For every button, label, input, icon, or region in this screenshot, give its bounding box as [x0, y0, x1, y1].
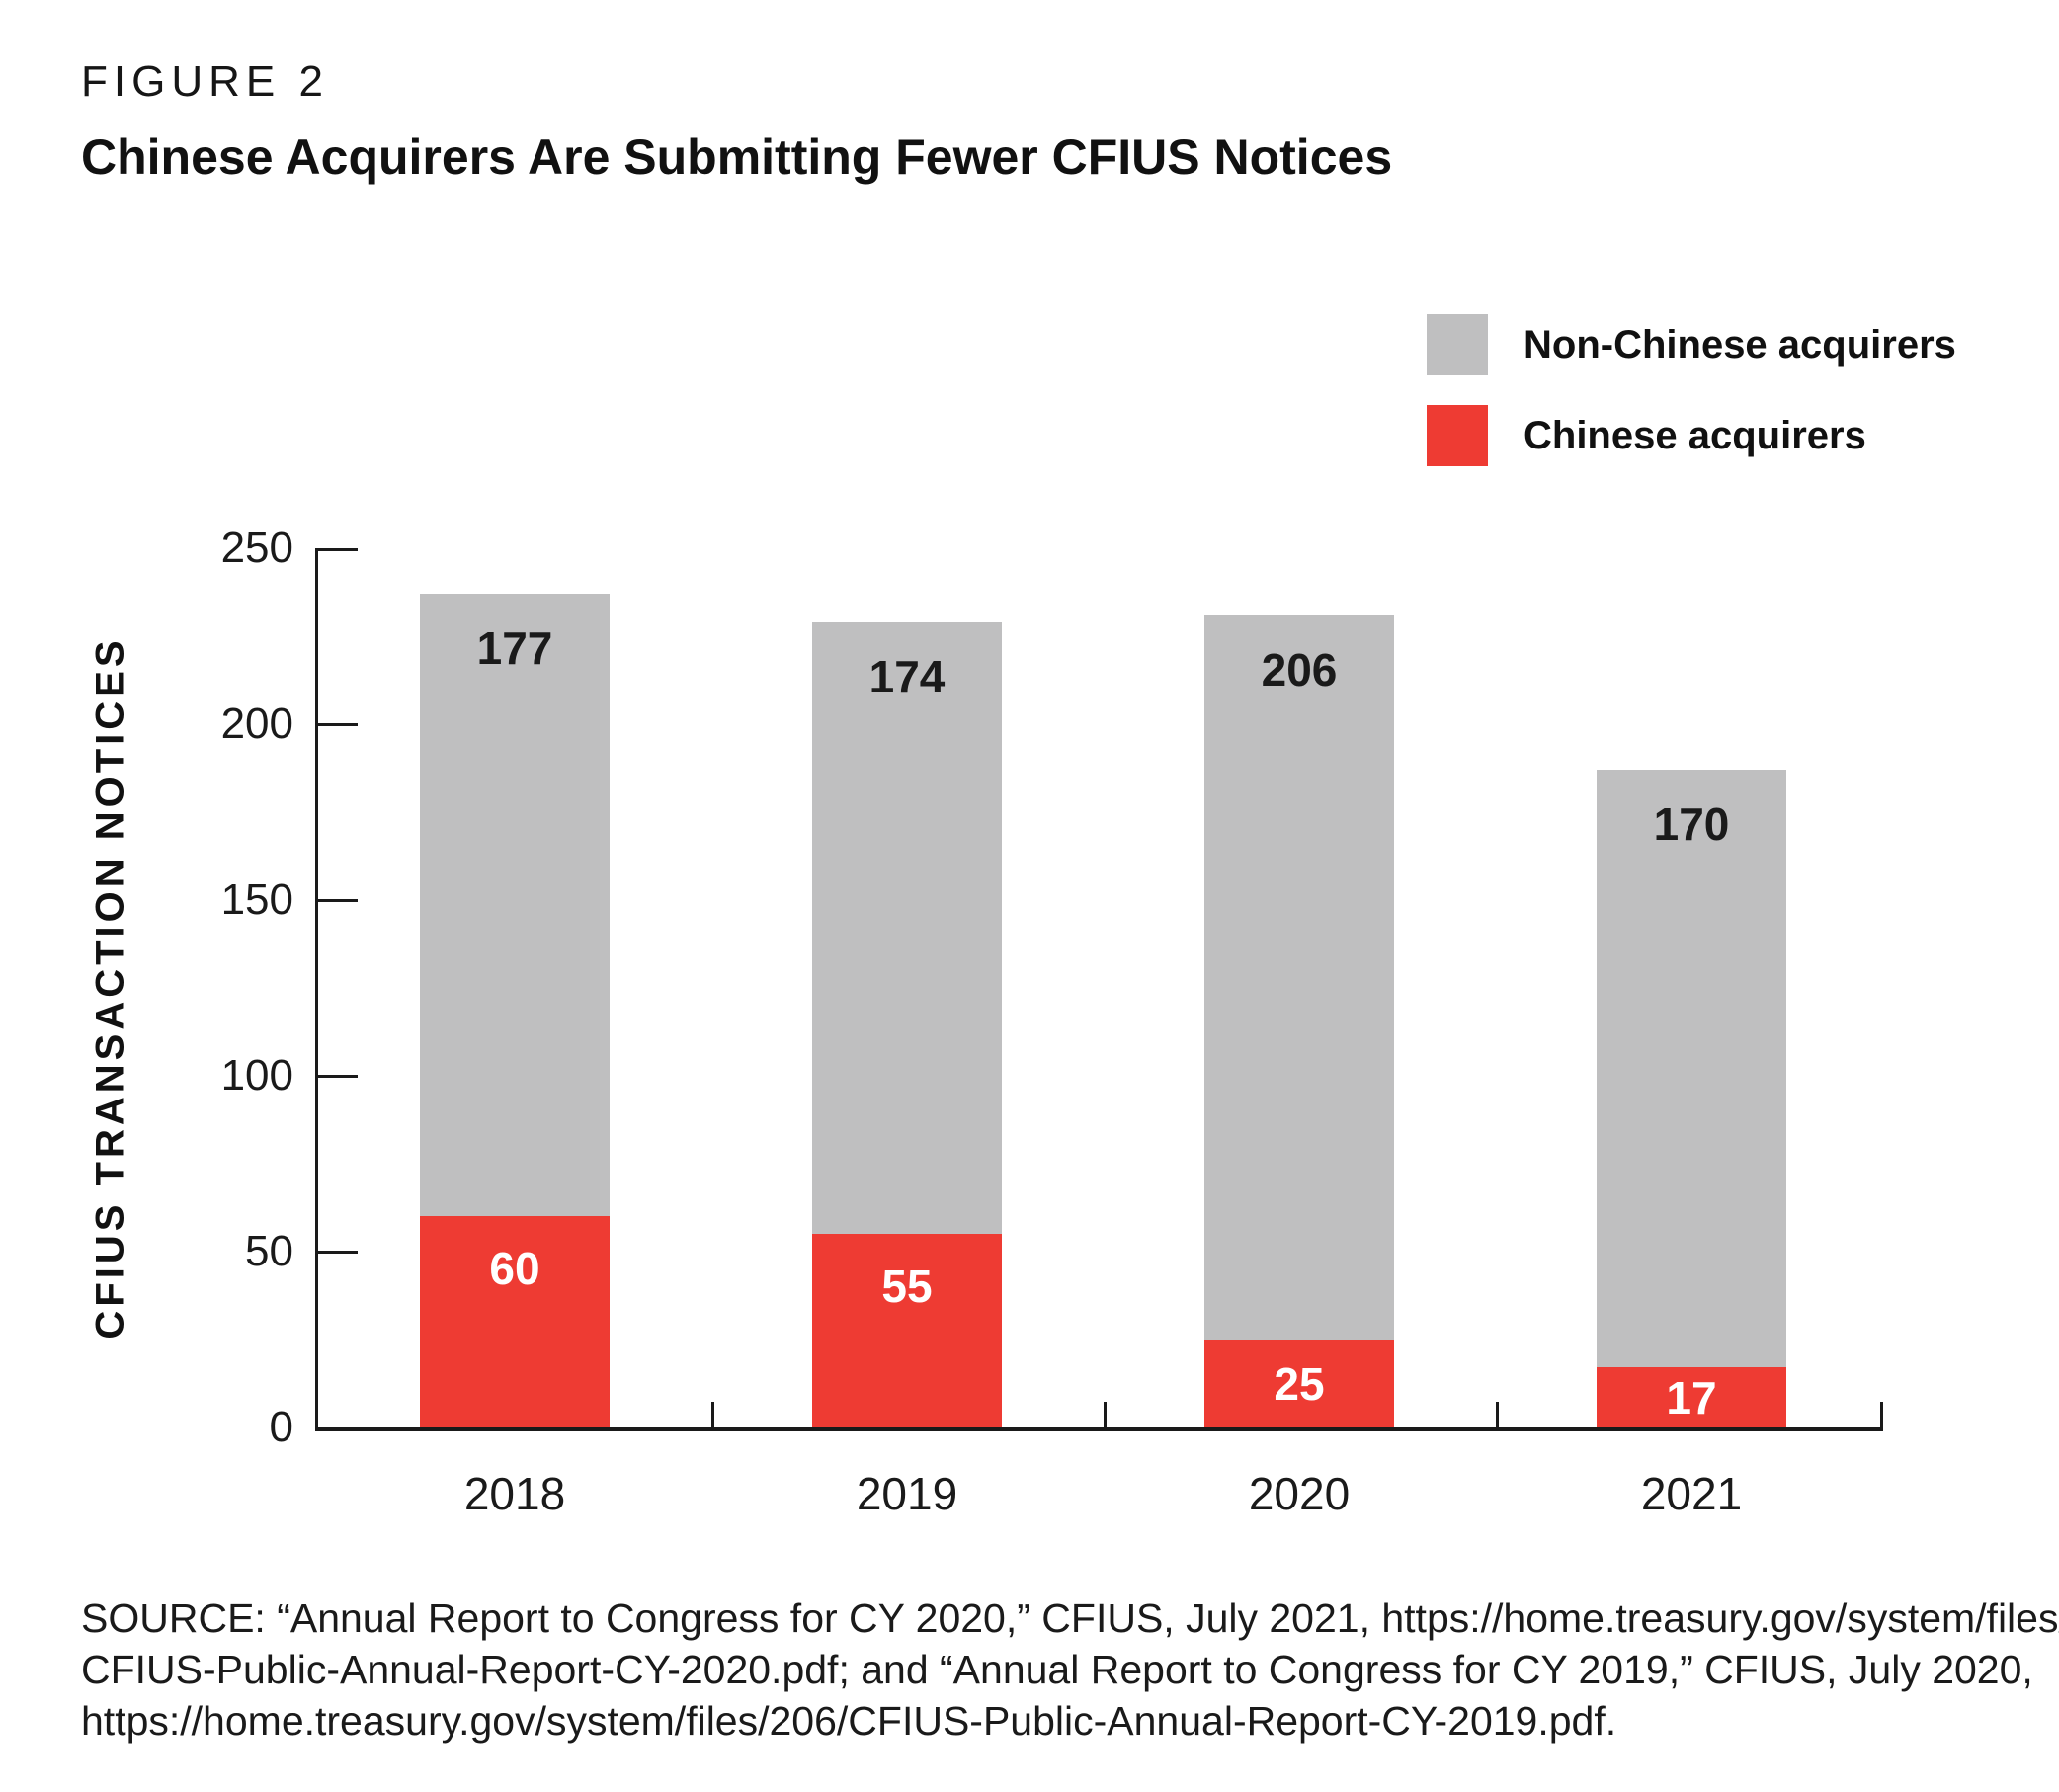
y-tick-label: 100: [220, 1051, 293, 1100]
y-tick-label: 250: [220, 524, 293, 572]
figure-title: Chinese Acquirers Are Submitting Fewer C…: [81, 129, 1393, 185]
y-tick-label: 0: [269, 1403, 293, 1451]
source-note: SOURCE: “Annual Report to Congress for C…: [81, 1592, 2059, 1747]
bar-value-non-chinese-2018: 177: [476, 622, 553, 674]
y-axis-tick: [318, 1250, 358, 1254]
bar-value-chinese-2020: 25: [1274, 1357, 1325, 1410]
bar-segment-chinese-2020: 25: [1204, 1340, 1394, 1427]
bar-segment-non-chinese-2021: 170: [1597, 770, 1786, 1367]
bar-value-non-chinese-2021: 170: [1653, 798, 1730, 850]
plot-area: 0 50 100 150 200 250 177 60 2018 174 55 2019 206 25 20…: [221, 525, 1883, 1519]
bar-value-non-chinese-2019: 174: [868, 651, 946, 702]
y-axis-tick: [318, 548, 358, 551]
legend-label-non-chinese: Non-Chinese acquirers: [1524, 322, 1956, 367]
source-line: SOURCE: “Annual Report to Congress for C…: [81, 1595, 2059, 1641]
legend-item-non-chinese: Non-Chinese acquirers: [1427, 314, 1956, 375]
x-tick-label-2021: 2021: [1640, 1468, 1743, 1519]
y-axis-title: CFIUS TRANSACTION NOTICES: [88, 636, 132, 1340]
bar-segment-chinese-2019: 55: [812, 1234, 1002, 1427]
legend-swatch-chinese: [1427, 405, 1488, 466]
x-axis-end-tick: [1880, 1402, 1883, 1427]
x-tick-label-2019: 2019: [856, 1468, 958, 1519]
x-axis-tick: [1104, 1402, 1107, 1427]
x-tick-label-2020: 2020: [1248, 1468, 1351, 1519]
x-axis-tick: [1496, 1402, 1499, 1427]
bar-segment-non-chinese-2018: 177: [420, 594, 610, 1216]
bar-segment-chinese-2018: 60: [420, 1216, 610, 1427]
y-tick-label: 200: [220, 699, 293, 748]
legend-swatch-non-chinese: [1427, 314, 1488, 375]
bar-value-non-chinese-2020: 206: [1261, 644, 1338, 695]
y-axis-tick: [318, 722, 358, 726]
source-line: CFIUS-Public-Annual-Report-CY-2020.pdf; …: [81, 1647, 2033, 1692]
chart-legend: Non-Chinese acquirers Chinese acquirers: [1427, 314, 1956, 466]
source-line: https://home.treasury.gov/system/files/2…: [81, 1698, 1617, 1744]
bar-value-chinese-2018: 60: [489, 1243, 540, 1294]
y-axis-tick: [318, 1074, 358, 1078]
y-tick-label: 150: [220, 875, 293, 924]
bar-value-chinese-2019: 55: [881, 1261, 933, 1312]
bar-segment-non-chinese-2019: 174: [812, 622, 1002, 1234]
legend-label-chinese: Chinese acquirers: [1524, 413, 1866, 457]
y-tick-label: 50: [245, 1227, 293, 1275]
figure-header: FIGURE 2 Chinese Acquirers Are Submittin…: [81, 57, 1392, 186]
bar-value-chinese-2021: 17: [1666, 1371, 1717, 1424]
legend-item-chinese: Chinese acquirers: [1427, 405, 1956, 466]
bar-segment-chinese-2021: 17: [1597, 1367, 1786, 1427]
bar-segment-non-chinese-2020: 206: [1204, 615, 1394, 1340]
figure-number: FIGURE 2: [81, 57, 329, 106]
x-axis-tick: [711, 1402, 714, 1427]
y-axis-tick: [318, 898, 358, 902]
x-tick-label-2018: 2018: [463, 1468, 566, 1519]
